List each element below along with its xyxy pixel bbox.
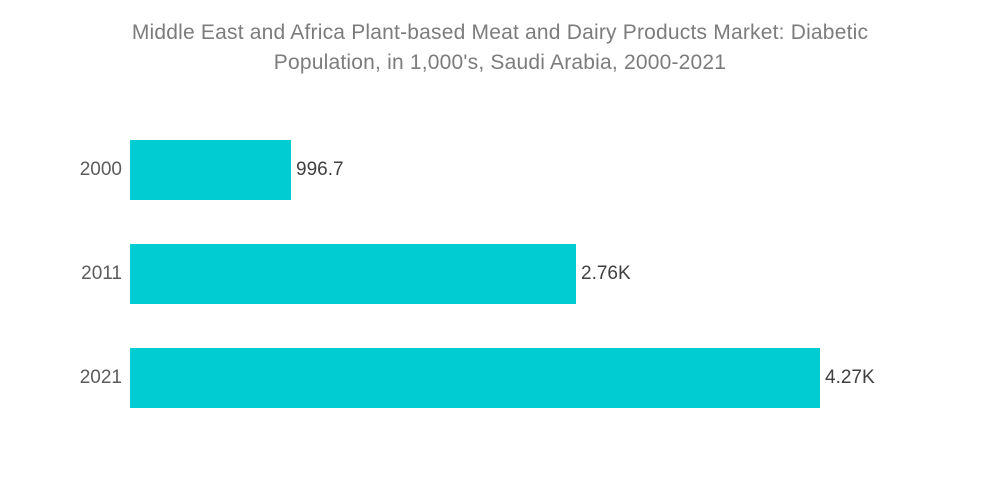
- chart-title-line-2: Population, in 1,000's, Saudi Arabia, 20…: [273, 51, 727, 74]
- chart-title: Middle East and Africa Plant-based Meat …: [0, 18, 1000, 78]
- bar: [130, 348, 820, 408]
- bar: [130, 244, 576, 304]
- bar-row: 2011 2.76K: [0, 244, 1000, 304]
- bar-rows: 2000 996.7 2011 2.76K 2021 4.27K: [0, 140, 1000, 408]
- value-label: 4.27K: [825, 367, 875, 388]
- bar-row: 2021 4.27K: [0, 348, 1000, 408]
- bar: [130, 140, 291, 200]
- chart-title-line-1: Middle East and Africa Plant-based Meat …: [131, 21, 869, 44]
- category-label: 2000: [79, 159, 122, 180]
- category-label: 2011: [81, 263, 122, 284]
- bar-row: 2000 996.7: [0, 140, 1000, 200]
- value-label: 996.7: [296, 159, 344, 180]
- value-label: 2.76K: [581, 263, 631, 284]
- category-label: 2021: [79, 367, 122, 388]
